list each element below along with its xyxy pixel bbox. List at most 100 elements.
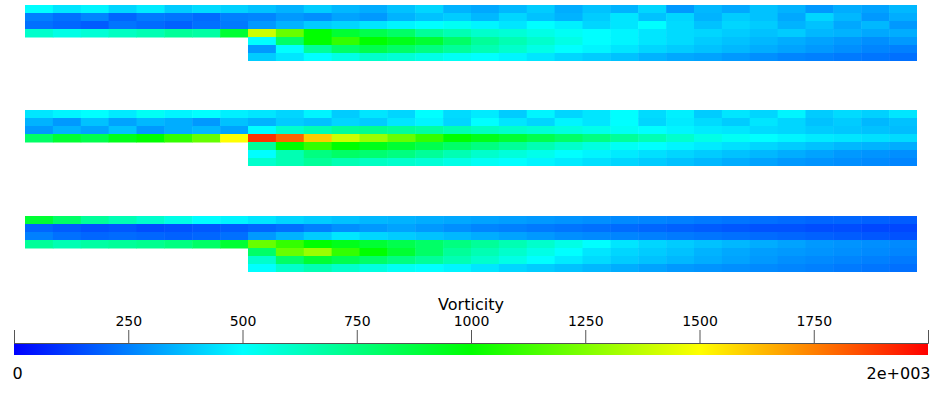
- cell: [220, 224, 248, 233]
- cell: [471, 150, 499, 159]
- cell: [332, 232, 360, 241]
- cell: [360, 240, 388, 249]
- cell: [722, 53, 750, 61]
- cell: [555, 5, 583, 14]
- cell: [164, 110, 192, 119]
- cell: [778, 264, 806, 272]
- cell: [610, 110, 638, 119]
- cell: [443, 29, 471, 38]
- cell: [666, 13, 694, 22]
- cell: [25, 224, 53, 233]
- tick-mark: [928, 330, 929, 343]
- cell: [332, 134, 360, 143]
- cell: [443, 118, 471, 127]
- cell: [248, 37, 276, 46]
- cell: [387, 21, 415, 30]
- figure: 025050075010001250150017502e+003Vorticit…: [0, 0, 933, 402]
- cell: [861, 248, 889, 257]
- cell: [666, 21, 694, 30]
- cell: [889, 110, 917, 119]
- cell: [527, 45, 555, 54]
- cell: [833, 21, 861, 30]
- cell: [332, 118, 360, 127]
- cell: [861, 21, 889, 30]
- cell: [806, 256, 834, 265]
- cell: [889, 142, 917, 151]
- cell: [722, 13, 750, 22]
- cell: [889, 216, 917, 225]
- cell: [443, 232, 471, 241]
- cell: [387, 248, 415, 257]
- cell: [583, 240, 611, 249]
- cell: [861, 150, 889, 159]
- cell: [666, 45, 694, 54]
- cell: [192, 240, 220, 249]
- cell: [164, 240, 192, 249]
- cell: [778, 158, 806, 166]
- cell: [833, 45, 861, 54]
- cell: [583, 158, 611, 166]
- cell: [332, 110, 360, 119]
- cell: [861, 37, 889, 46]
- cell: [415, 240, 443, 249]
- cell: [360, 126, 388, 135]
- cell: [220, 118, 248, 127]
- cell: [499, 142, 527, 151]
- cell: [499, 240, 527, 249]
- cell: [833, 118, 861, 127]
- cell: [806, 110, 834, 119]
- cell: [443, 158, 471, 166]
- cell: [248, 150, 276, 159]
- cell: [638, 118, 666, 127]
- cell: [360, 264, 388, 272]
- cell: [471, 142, 499, 151]
- cell: [25, 118, 53, 127]
- cell: [25, 29, 53, 38]
- cell: [610, 126, 638, 135]
- cell: [499, 110, 527, 119]
- cell: [192, 21, 220, 30]
- cell: [387, 126, 415, 135]
- cell: [471, 13, 499, 22]
- cell: [164, 216, 192, 225]
- cell: [722, 150, 750, 159]
- cell: [304, 126, 332, 135]
- cell: [471, 216, 499, 225]
- cell: [694, 240, 722, 249]
- cell: [81, 216, 109, 225]
- cell: [471, 264, 499, 272]
- cell: [806, 134, 834, 143]
- cell: [276, 134, 304, 143]
- cell: [53, 224, 81, 233]
- cell: [527, 224, 555, 233]
- cell: [527, 53, 555, 61]
- cell: [750, 21, 778, 30]
- cell: [332, 37, 360, 46]
- cell: [499, 126, 527, 135]
- cell: [889, 21, 917, 30]
- cell: [694, 126, 722, 135]
- cell: [137, 224, 165, 233]
- cell: [471, 134, 499, 143]
- cell: [527, 150, 555, 159]
- cell: [694, 248, 722, 257]
- cell: [583, 118, 611, 127]
- cell: [25, 216, 53, 225]
- cell: [81, 5, 109, 14]
- cell: [750, 240, 778, 249]
- cell: [638, 142, 666, 151]
- cell: [415, 126, 443, 135]
- cell: [555, 21, 583, 30]
- cell: [555, 248, 583, 257]
- cell: [53, 126, 81, 135]
- cell: [304, 150, 332, 159]
- cell: [304, 134, 332, 143]
- cell: [360, 256, 388, 265]
- cell: [527, 37, 555, 46]
- colorbar-ramp: [14, 343, 928, 355]
- cell: [164, 232, 192, 241]
- cell: [666, 118, 694, 127]
- cell: [583, 224, 611, 233]
- cell: [415, 224, 443, 233]
- cell: [722, 110, 750, 119]
